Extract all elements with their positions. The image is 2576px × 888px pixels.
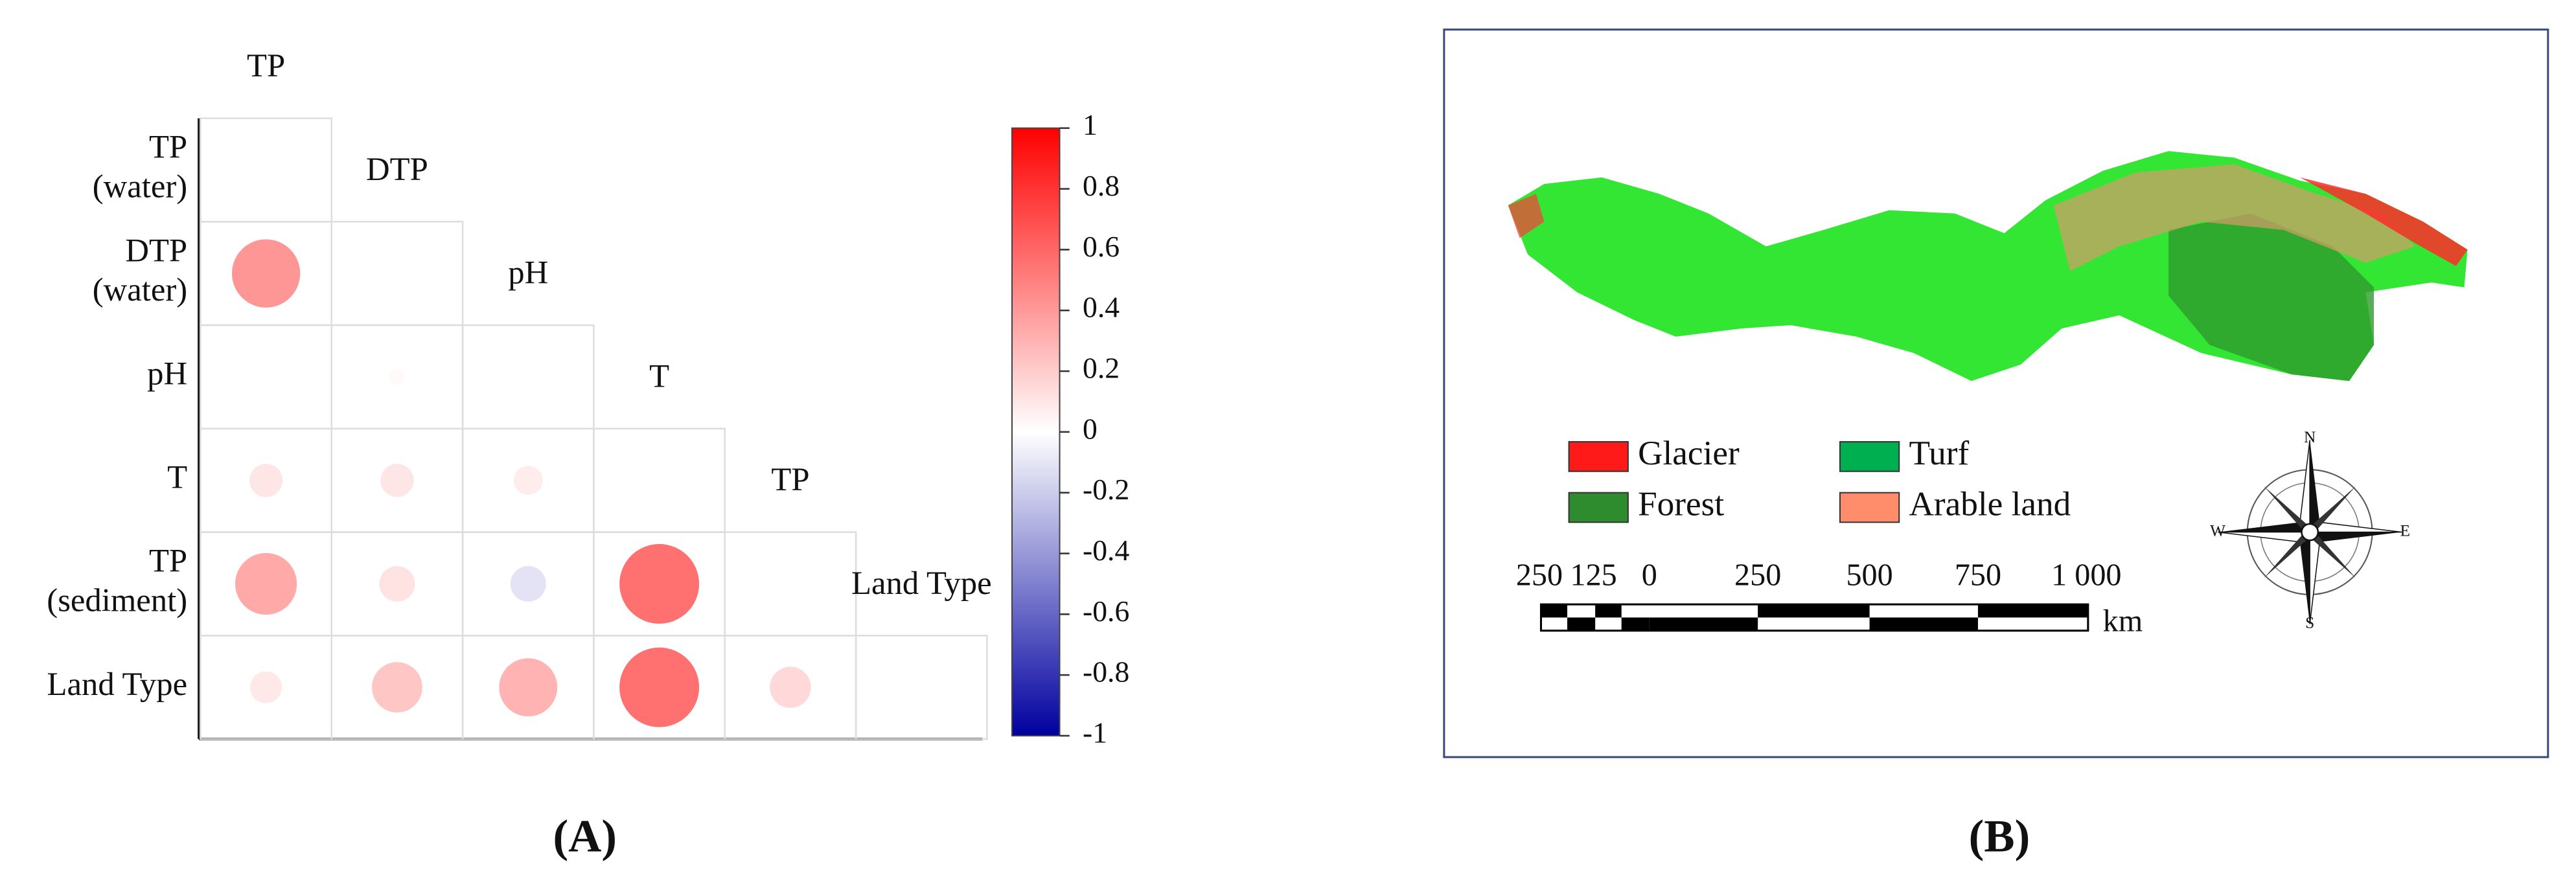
glacier-area xyxy=(1508,194,1545,238)
correlation-circle xyxy=(249,464,283,497)
panel-label: (A) xyxy=(553,812,617,862)
legend-label: Forest xyxy=(1638,485,1724,523)
colorbar-tick-label: -0.6 xyxy=(1083,595,1129,628)
column-label: T xyxy=(649,358,669,394)
glacier-area xyxy=(2299,177,2468,266)
correlation-circle xyxy=(770,666,811,708)
scale-label: 125 xyxy=(1570,558,1617,593)
colorbar-tick-label: 1 xyxy=(1083,108,1098,141)
compass-rose xyxy=(2218,440,2402,624)
compass-label: W xyxy=(2210,521,2225,540)
cell xyxy=(724,531,857,637)
arable-area xyxy=(2053,164,2415,271)
correlation-circle xyxy=(513,466,543,495)
compass-label: E xyxy=(2400,521,2409,540)
cell xyxy=(200,117,333,223)
colorbar-tick-label: 0.4 xyxy=(1083,291,1120,324)
legend-swatch xyxy=(1839,441,1900,472)
cell xyxy=(330,221,464,326)
cell xyxy=(461,324,595,430)
scale-bar xyxy=(1539,603,2089,632)
forest-area xyxy=(2168,213,2375,381)
colorbar-tick-label: -1 xyxy=(1083,716,1107,749)
colorbar-tick-label: 0.8 xyxy=(1083,169,1120,202)
scale-label: 250 xyxy=(1734,558,1781,593)
correlation-circle xyxy=(499,658,558,717)
row-label: pH xyxy=(147,356,187,392)
correlation-circle xyxy=(380,464,414,497)
scale-label: 250 xyxy=(1516,558,1563,593)
row-label: (sediment) xyxy=(47,582,187,618)
row-label: TP xyxy=(149,129,187,165)
colorbar-tick-label: 0.6 xyxy=(1083,230,1120,263)
column-label: TP xyxy=(247,47,285,84)
scale-label: 750 xyxy=(1955,558,2001,593)
legend-swatch xyxy=(1839,492,1900,523)
colorbar-tick-label: -0.4 xyxy=(1083,534,1129,567)
row-label: TP xyxy=(149,543,187,579)
row-label: T xyxy=(167,459,187,495)
legend-label: Arable land xyxy=(1909,485,2071,523)
correlation-circle xyxy=(231,239,301,308)
column-label: Land Type xyxy=(851,565,992,601)
cell xyxy=(200,324,333,430)
colorbar xyxy=(1011,127,1061,736)
column-label: TP xyxy=(771,461,809,497)
colorbar-tick-label: 0 xyxy=(1083,412,1098,445)
compass-label: S xyxy=(2305,613,2314,632)
legend-swatch xyxy=(1568,441,1629,472)
correlation-circle xyxy=(510,565,546,602)
scale-unit: km xyxy=(2103,604,2143,639)
colorbar-tick-label: 0.2 xyxy=(1083,352,1120,385)
cell xyxy=(593,427,726,533)
correlation-circle xyxy=(250,671,282,703)
scale-label: 0 xyxy=(1642,558,1657,593)
correlation-circle xyxy=(389,369,406,385)
correlation-circle xyxy=(619,647,700,727)
colorbar-tick-label: -0.8 xyxy=(1083,655,1129,689)
legend-swatch xyxy=(1568,492,1629,523)
compass-label: N xyxy=(2304,428,2316,446)
legend-label: Glacier xyxy=(1638,434,1740,472)
frame xyxy=(1443,28,2549,758)
panel-label: (B) xyxy=(1969,812,2030,862)
row-label: Land Type xyxy=(47,666,188,702)
legend-label: Turf xyxy=(1909,434,1969,472)
colorbar-tick-label: -0.2 xyxy=(1083,473,1129,506)
row-label: (water) xyxy=(93,271,187,308)
correlation-circle xyxy=(235,552,297,615)
correlation-circle xyxy=(619,543,700,624)
column-label: pH xyxy=(508,255,548,291)
correlation-circle xyxy=(379,565,415,602)
scale-label: 500 xyxy=(1846,558,1892,593)
cell xyxy=(855,635,988,740)
scale-label: 1 000 xyxy=(2051,558,2121,593)
row-label: (water) xyxy=(93,168,187,205)
correlation-circle xyxy=(372,662,422,713)
row-label: DTP xyxy=(125,232,187,268)
column-label: DTP xyxy=(366,151,428,187)
